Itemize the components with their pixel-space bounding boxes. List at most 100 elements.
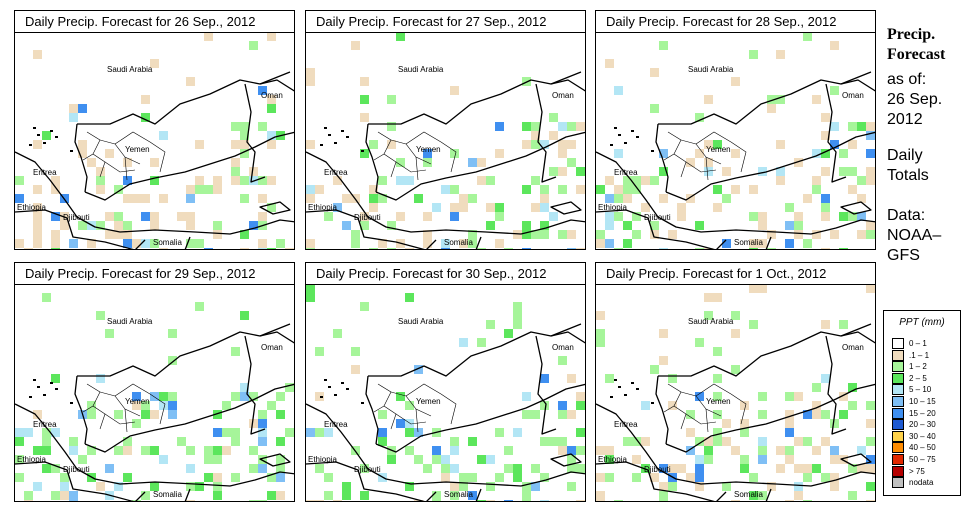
- legend-label: 15 – 20: [909, 408, 936, 418]
- precip-cell: [605, 212, 614, 221]
- border-line: [550, 79, 585, 92]
- map-label-yemen: Yemen: [416, 397, 441, 406]
- border-line: [84, 383, 294, 453]
- governorate-line: [695, 383, 732, 397]
- precip-cell: [785, 500, 794, 501]
- precip-cell: [585, 437, 586, 446]
- precip-cell: [776, 167, 785, 176]
- precip-cell: [51, 374, 60, 383]
- precip-cell: [213, 473, 222, 482]
- precip-cell: [812, 176, 821, 185]
- precip-cell: [87, 239, 96, 248]
- governorate-borders: [373, 131, 457, 181]
- precip-cell: [695, 248, 704, 249]
- precip-cell: [632, 437, 641, 446]
- panel-title: Daily Precip. Forecast for 27 Sep., 2012: [306, 11, 585, 33]
- precip-cell: [249, 221, 258, 230]
- precip-cell: [141, 212, 150, 221]
- precip-cell: [758, 491, 767, 500]
- precip-cell: [306, 248, 315, 249]
- precip-cell: [803, 410, 812, 419]
- island: [618, 134, 621, 136]
- precip-cell: [686, 473, 695, 482]
- precip-cell: [668, 374, 677, 383]
- precip-cell: [731, 329, 740, 338]
- precip-cell: [713, 374, 722, 383]
- island: [624, 394, 627, 396]
- precip-cells: [15, 32, 295, 249]
- precip-cell: [51, 239, 60, 248]
- forecast-panel-5: Daily Precip. Forecast for 30 Sep., 2012…: [305, 262, 586, 502]
- precip-cell: [722, 419, 731, 428]
- border-line: [77, 323, 291, 377]
- precip-cell: [821, 410, 830, 419]
- precip-cell: [576, 122, 585, 131]
- island: [43, 142, 46, 144]
- data-source-line1: Data:: [887, 207, 926, 224]
- precip-cell: [513, 230, 522, 239]
- governorate-line: [149, 393, 166, 425]
- precip-cell: [585, 464, 586, 473]
- map-label-eritrea: Eritrea: [324, 168, 348, 177]
- precip-cell: [258, 419, 267, 428]
- island: [636, 136, 639, 138]
- precip-cell: [369, 203, 378, 212]
- precip-cell: [294, 158, 295, 167]
- border-line: [658, 323, 872, 377]
- precip-cell: [315, 500, 324, 501]
- island: [610, 144, 613, 146]
- precip-cell: [396, 212, 405, 221]
- precip-cell: [258, 212, 267, 221]
- border-line: [365, 375, 379, 445]
- map-label-oman: Oman: [842, 343, 864, 352]
- border-line: [825, 335, 847, 435]
- precip-cell: [803, 194, 812, 203]
- precip-cell: [540, 374, 549, 383]
- as-of-label: as of:: [887, 71, 927, 88]
- precip-cell: [150, 446, 159, 455]
- precip-cell: [459, 473, 468, 482]
- precip-cell: [731, 311, 740, 320]
- precip-cell: [114, 185, 123, 194]
- map-label-saudi: Saudi Arabia: [688, 317, 734, 326]
- map-label-yemen: Yemen: [706, 145, 731, 154]
- precip-cell: [686, 428, 695, 437]
- precip-cell: [794, 482, 803, 491]
- precip-cell: [749, 491, 758, 500]
- precip-cell: [567, 410, 576, 419]
- precip-cell: [186, 239, 195, 248]
- precip-cell: [866, 401, 875, 410]
- precip-cell: [866, 176, 875, 185]
- precip-cell: [731, 365, 740, 374]
- legend-item: 50 – 75: [892, 454, 958, 465]
- legend-swatch: [892, 361, 904, 373]
- side-title-line1: Precip.: [887, 26, 936, 43]
- legend-swatch: [892, 465, 904, 477]
- precip-cell: [477, 176, 486, 185]
- precip-cell: [605, 59, 614, 68]
- border-line: [184, 488, 191, 501]
- precip-cell: [450, 491, 459, 500]
- precip-cell: [866, 500, 875, 501]
- precip-cell: [222, 428, 231, 437]
- precip-cell: [812, 149, 821, 158]
- map-label-somalia: Somalia: [444, 238, 473, 247]
- precip-cell: [704, 311, 713, 320]
- precip-cell: [441, 185, 450, 194]
- precip-cell: [713, 428, 722, 437]
- precip-cell: [605, 455, 614, 464]
- country-borders: [306, 71, 585, 249]
- precip-cell: [441, 455, 450, 464]
- precip-cell: [387, 95, 396, 104]
- island: [636, 388, 639, 390]
- precip-cell: [576, 185, 585, 194]
- precip-cell: [405, 419, 414, 428]
- precip-cell: [585, 392, 586, 401]
- country-borders: [306, 323, 585, 501]
- precip-cell: [749, 212, 758, 221]
- precip-cell: [857, 176, 866, 185]
- precip-cell: [531, 464, 540, 473]
- precip-cell: [558, 167, 567, 176]
- as-of-date-line2: 2012: [887, 111, 923, 128]
- precip-cell: [450, 464, 459, 473]
